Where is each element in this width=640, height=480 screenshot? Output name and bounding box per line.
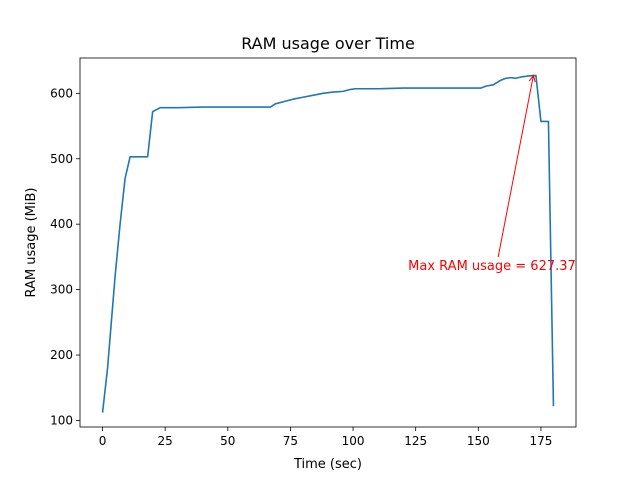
annotation-arrow-line <box>497 75 534 258</box>
plot-area <box>80 58 576 427</box>
x-tick-label: 100 <box>342 434 365 448</box>
x-tick-label: 25 <box>158 434 173 448</box>
y-tick-label: 600 <box>50 86 73 100</box>
y-tick-label: 200 <box>50 348 73 362</box>
max-annotation: Max RAM usage = 627.37 <box>408 74 576 274</box>
y-tick-label: 300 <box>50 283 73 297</box>
x-axis-title: Time (sec) <box>293 457 362 472</box>
x-tick-label: 50 <box>220 434 235 448</box>
chart-title: RAM usage over Time <box>241 34 415 53</box>
y-axis-ticks: 100 200 300 400 500 600 <box>50 86 80 427</box>
x-axis-ticks: 0 25 50 75 100 125 150 175 <box>99 427 552 448</box>
y-tick-label: 100 <box>50 413 73 427</box>
x-tick-label: 0 <box>99 434 107 448</box>
y-tick-label: 500 <box>50 152 73 166</box>
y-axis-title: RAM usage (MiB) <box>24 188 39 298</box>
annotation-label: Max RAM usage = 627.37 <box>408 259 576 274</box>
x-tick-label: 150 <box>467 434 490 448</box>
x-tick-label: 75 <box>283 434 298 448</box>
x-tick-label: 125 <box>404 434 427 448</box>
x-tick-label: 175 <box>529 434 552 448</box>
ram-usage-line <box>101 74 555 413</box>
y-tick-label: 400 <box>50 217 73 231</box>
plot-frame <box>79 57 577 428</box>
annotation-arrow-head <box>528 74 536 83</box>
